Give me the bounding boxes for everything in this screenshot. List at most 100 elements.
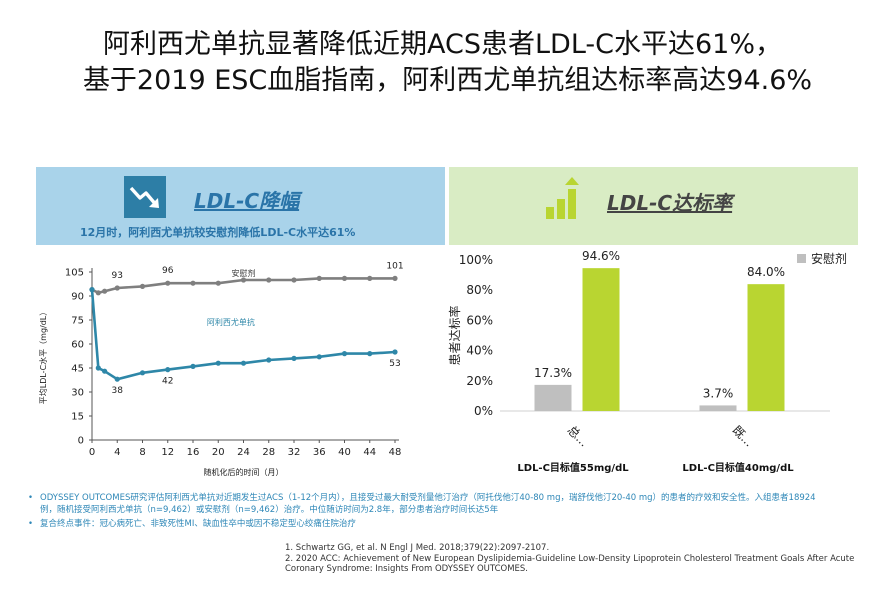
data-label: 96: [162, 266, 174, 276]
x-tick-label: 32: [288, 447, 301, 458]
data-label: 53: [389, 359, 400, 369]
slide-title-line2: 基于2019 ESC血脂指南，阿利西尤单抗组达标率高达94.6%: [82, 65, 813, 96]
data-point: [215, 280, 221, 286]
y-tick-label: 45: [71, 364, 84, 375]
bar-alirocumab: [582, 268, 620, 411]
bar-placebo: [534, 384, 572, 411]
data-point: [392, 275, 398, 281]
x-tick-label: 总...: [565, 423, 591, 449]
y-tick-label: 60: [71, 340, 84, 351]
y-tick-label: 105: [65, 268, 84, 279]
reference-item: 2. 2020 ACC: Achievement of New European…: [285, 553, 855, 575]
data-point: [95, 290, 101, 296]
x-tick-label: 8: [139, 447, 145, 458]
data-point: [102, 288, 108, 294]
data-point: [341, 275, 348, 281]
x-tick-label: 28: [262, 447, 275, 458]
data-label: 101: [386, 261, 403, 271]
y-tick-label: 40%: [466, 344, 493, 358]
data-point: [367, 351, 373, 357]
data-point: [190, 363, 196, 369]
group-caption: LDL-C目标值40mg/dL: [682, 461, 794, 474]
ldl-reduction-subheading: 12月时，阿利西尤单抗较安慰剂降低LDL-C水平达61%: [80, 226, 356, 239]
note-item: • 复合终点事件：冠心病死亡、非致死性MI、缺血性卒中或因不稳定型心绞痛住院治疗: [28, 518, 820, 530]
data-point: [266, 357, 272, 363]
data-point: [165, 367, 171, 373]
bar-value-label: 17.3%: [534, 366, 572, 380]
trend-down-icon: [124, 176, 166, 218]
x-tick-label: 36: [313, 447, 326, 458]
y-tick-label: 75: [71, 316, 84, 327]
y-tick-label: 80%: [466, 283, 493, 297]
bullet-icon: •: [28, 519, 34, 529]
data-point: [316, 354, 322, 360]
study-notes: • ODYSSEY OUTCOMES研究评估阿利西尤单抗对近期发生过ACS（1-1…: [28, 492, 820, 530]
slide-title-line1: 阿利西尤单抗显著降低近期ACS患者LDL-C水平达61%，: [103, 29, 782, 60]
legend-label-placebo: 安慰剂: [811, 251, 847, 266]
note-text: 复合终点事件：冠心病死亡、非致死性MI、缺血性卒中或因不稳定型心绞痛住院治疗: [40, 519, 356, 529]
series-label-alirocumab: 阿利西尤单抗: [207, 317, 255, 327]
reference-item: 1. Schwartz GG, et al. N Engl J Med. 201…: [285, 543, 550, 553]
data-point: [341, 351, 348, 357]
x-tick-label: 12: [161, 447, 174, 458]
bullet-icon: •: [28, 493, 34, 503]
x-tick-label: 0: [89, 447, 95, 458]
series-label-placebo: 安慰剂: [232, 268, 256, 278]
ldl-reduction-heading: LDL-C降幅: [194, 189, 300, 213]
data-label: 42: [162, 377, 173, 387]
y-tick-label: 20%: [466, 374, 493, 388]
note-item: • ODYSSEY OUTCOMES研究评估阿利西尤单抗对近期发生过ACS（1-1…: [28, 492, 820, 516]
y-tick-label: 30: [71, 388, 84, 399]
ldl-target-header: LDL-C达标率: [449, 167, 858, 245]
y-tick-label: 90: [71, 292, 84, 303]
data-point: [291, 277, 297, 283]
bar-alirocumab: [747, 284, 785, 411]
data-point: [165, 280, 171, 286]
y-tick-label: 0%: [474, 404, 493, 418]
data-point: [102, 368, 108, 374]
data-point: [215, 360, 221, 366]
y-tick-label: 100%: [459, 253, 493, 267]
x-tick-label: 24: [237, 447, 250, 458]
data-point: [95, 365, 101, 371]
data-point: [392, 349, 398, 355]
y-tick-label: 0: [78, 436, 84, 447]
data-label: 38: [112, 386, 124, 396]
bar-value-label: 3.7%: [703, 386, 734, 400]
x-tick-label: 20: [212, 447, 225, 458]
data-point: [240, 277, 247, 283]
ldl-target-bar-chart: 0% 20% 40% 60% 80% 100% 患者达标率 17.3% 94.6% 总... LDL…: [447, 250, 847, 474]
bar-growth-icon: [544, 175, 584, 221]
bar-placebo: [699, 405, 737, 411]
x-tick-label: 48: [389, 447, 402, 458]
x-tick-label: 16: [187, 447, 200, 458]
data-point: [316, 275, 322, 281]
ldl-target-heading: LDL-C达标率: [607, 191, 733, 215]
bar-value-label: 94.6%: [582, 250, 620, 263]
group-caption: LDL-C目标值55mg/dL: [517, 461, 629, 474]
x-tick-label: 既...: [730, 423, 756, 449]
data-label: 93: [112, 271, 123, 281]
data-point: [240, 360, 247, 366]
ldl-reduction-header: LDL-C降幅 12月时，阿利西尤单抗较安慰剂降低LDL-C水平达61%: [36, 167, 445, 245]
data-point: [367, 275, 373, 281]
x-tick-label: 44: [363, 447, 376, 458]
data-point: [190, 280, 196, 286]
y-tick-label: 15: [71, 412, 84, 423]
data-point: [139, 370, 146, 376]
y-axis-title: 平均LDL-C水平（mg/dL）: [38, 308, 48, 405]
data-point: [114, 376, 120, 382]
x-tick-label: 4: [114, 447, 120, 458]
references: 1. Schwartz GG, et al. N Engl J Med. 201…: [285, 543, 865, 575]
y-axis-title: 患者达标率: [447, 305, 462, 365]
data-point: [266, 277, 272, 283]
data-point: [139, 283, 146, 289]
bar-value-label: 84.0%: [747, 265, 785, 279]
y-tick-label: 60%: [466, 313, 493, 327]
data-point: [291, 355, 297, 361]
note-text: ODYSSEY OUTCOMES研究评估阿利西尤单抗对近期发生过ACS（1-12…: [40, 493, 816, 515]
x-tick-label: 40: [338, 447, 351, 458]
data-point: [114, 285, 120, 291]
data-point: [89, 287, 95, 293]
